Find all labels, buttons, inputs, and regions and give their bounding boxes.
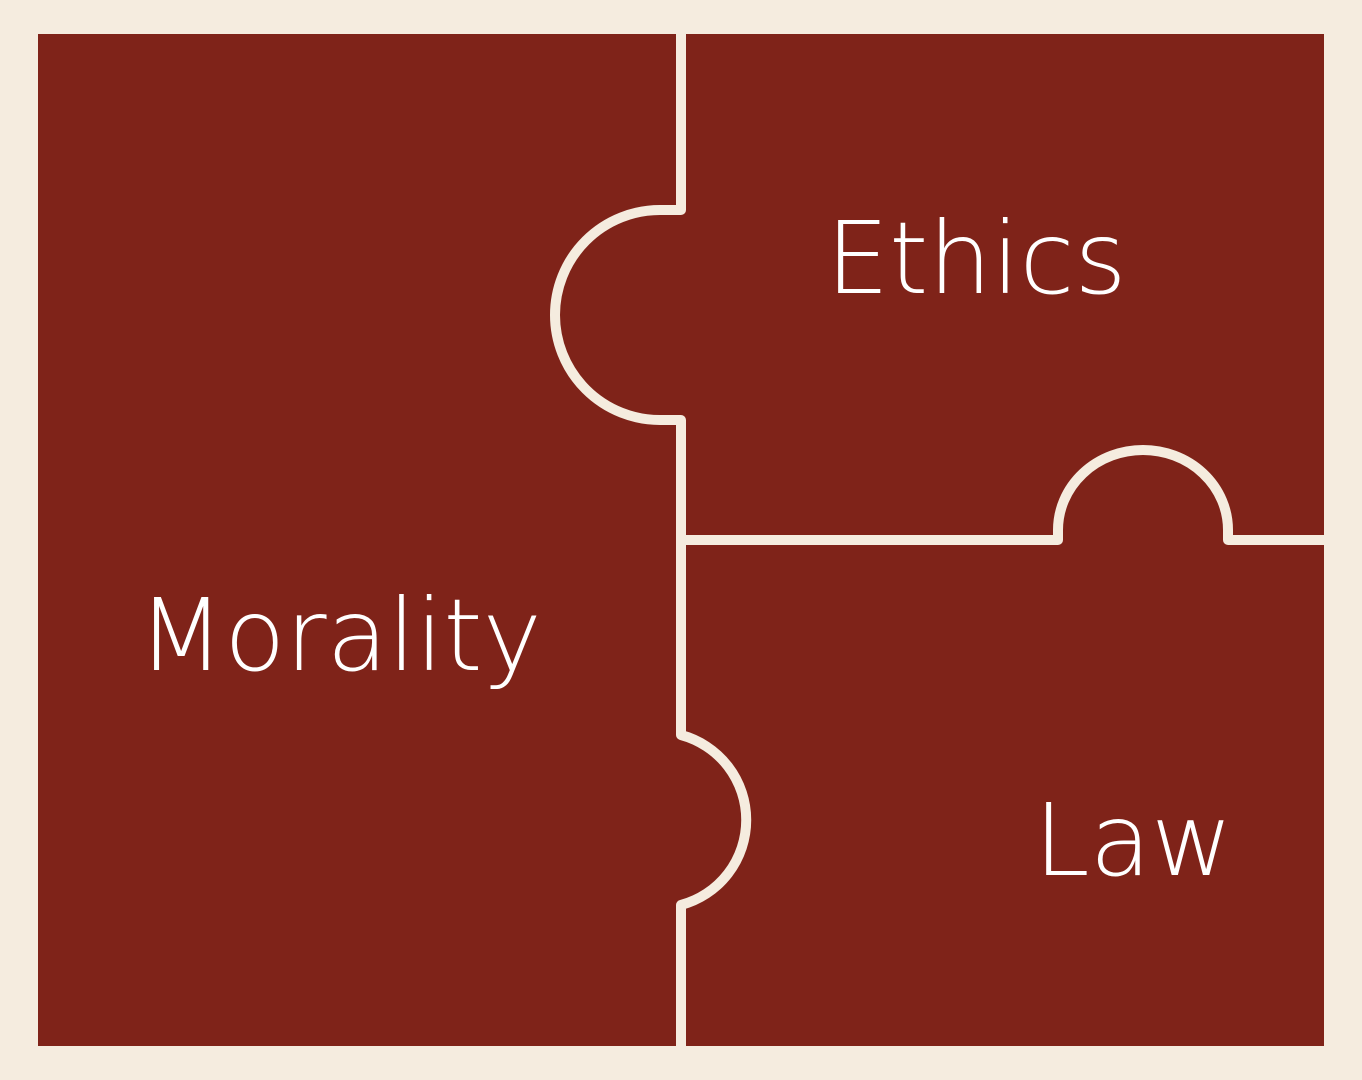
seam-horizontal (681, 445, 1324, 545)
seam-vertical (550, 34, 752, 1046)
puzzle-seams (550, 34, 1324, 1046)
piece-label-morality: Morality (138, 577, 542, 694)
piece-label-ethics: Ethics (826, 200, 1127, 317)
piece-label-law: Law (1034, 782, 1233, 899)
